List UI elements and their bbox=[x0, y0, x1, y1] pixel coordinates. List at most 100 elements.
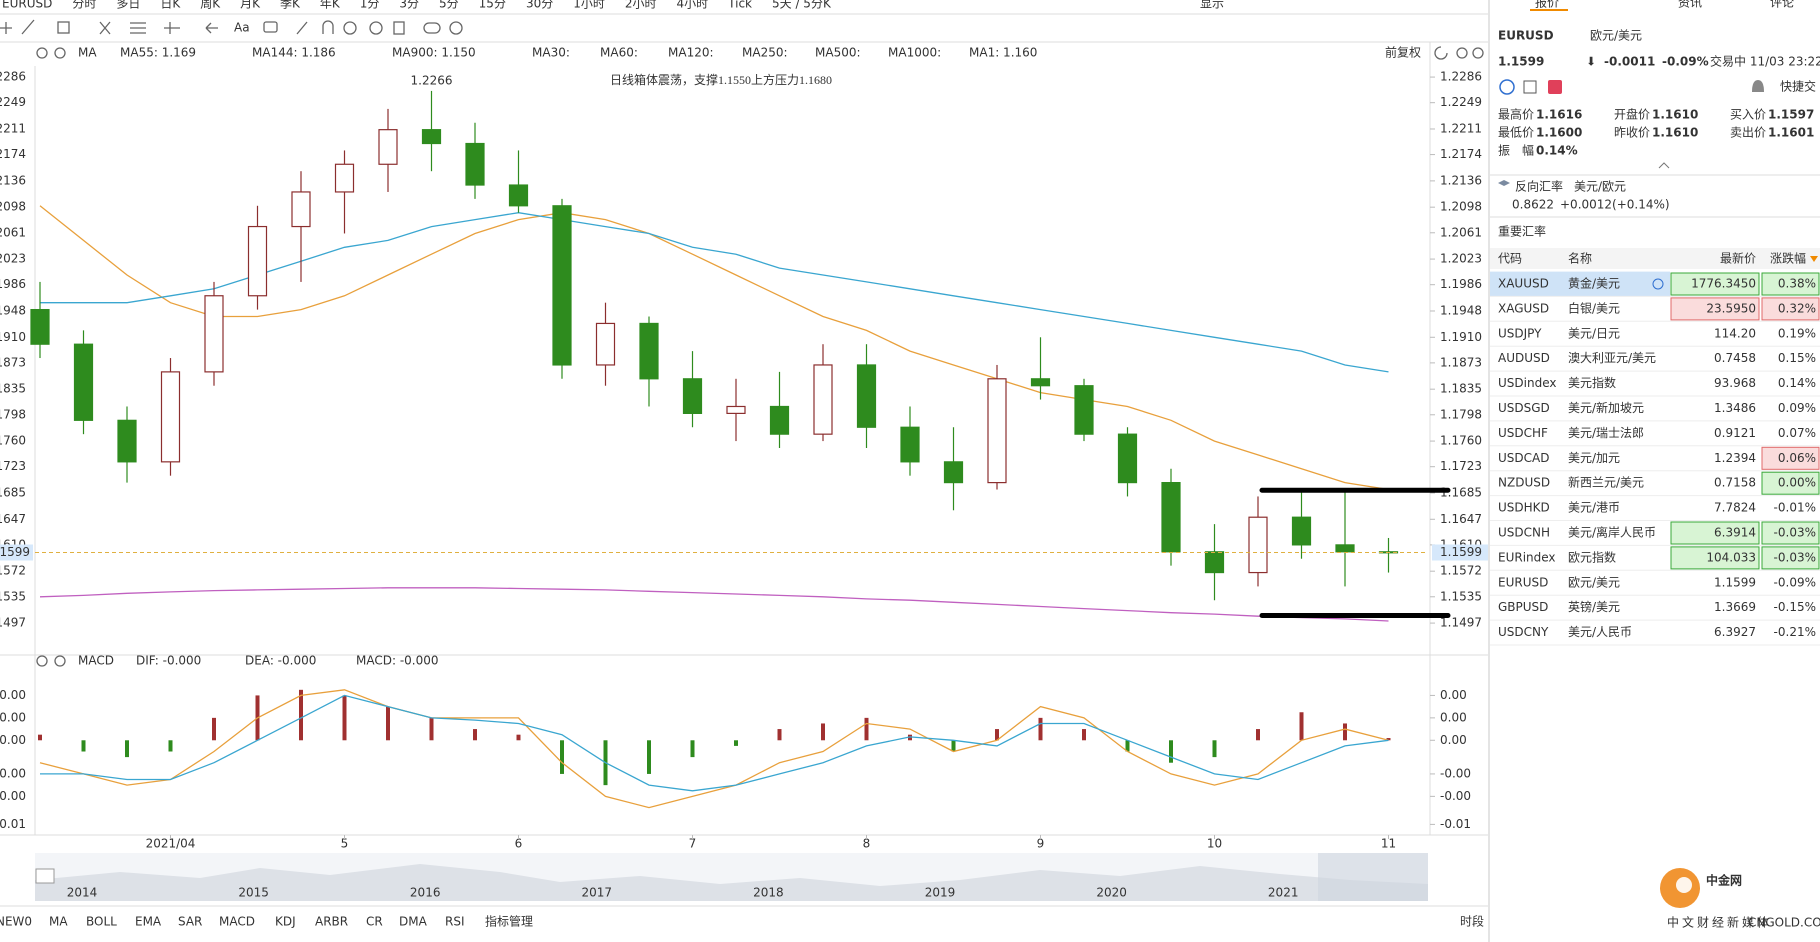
menu-item[interactable]: 月K bbox=[240, 0, 261, 11]
rate-code[interactable]: NZDUSD bbox=[1498, 476, 1550, 490]
menu-item[interactable]: 年K bbox=[320, 0, 341, 11]
note-tool-icon[interactable] bbox=[263, 21, 278, 33]
legend-entry[interactable]: DEA: -0.000 bbox=[245, 654, 316, 668]
menu-item[interactable]: EURUSD bbox=[2, 0, 52, 11]
legend-entry[interactable]: DIF: -0.000 bbox=[136, 654, 201, 668]
legend-entry[interactable]: MA55: 1.169 bbox=[120, 46, 196, 60]
menu-item[interactable]: 日K bbox=[160, 0, 181, 11]
menu-item[interactable]: 3分 bbox=[399, 0, 419, 11]
crosshair-icon[interactable] bbox=[0, 22, 12, 34]
magnet-icon[interactable] bbox=[322, 20, 334, 34]
period-button[interactable]: 时段 bbox=[1460, 914, 1484, 929]
legend-entry[interactable]: MA144: 1.186 bbox=[252, 46, 336, 60]
link-icon[interactable] bbox=[423, 22, 441, 34]
legend-entry[interactable]: MACD: -0.000 bbox=[356, 654, 439, 668]
legend-entry[interactable]: MA1: 1.160 bbox=[969, 46, 1037, 60]
indicator-tab[interactable]: ARBR bbox=[315, 915, 348, 929]
indicator-tab[interactable]: SAR bbox=[178, 915, 202, 929]
rate-code[interactable]: XAUUSD bbox=[1498, 277, 1549, 291]
rate-code[interactable]: XAGUSD bbox=[1498, 301, 1549, 315]
indicator-tab[interactable]: CR bbox=[366, 915, 383, 929]
indicator-name[interactable]: MACD bbox=[78, 654, 114, 668]
settings-icon[interactable] bbox=[36, 47, 48, 59]
close-icon[interactable] bbox=[54, 655, 66, 667]
navigator-handle[interactable] bbox=[35, 868, 55, 884]
indicator-tab[interactable]: MA bbox=[49, 915, 68, 929]
menu-item[interactable]: 分时 bbox=[72, 0, 96, 11]
reverse-pair[interactable]: 美元/欧元 bbox=[1574, 180, 1626, 194]
measure-tool-icon[interactable] bbox=[164, 22, 180, 34]
expand-icon[interactable] bbox=[1658, 162, 1670, 169]
menu-item[interactable]: 30分 bbox=[526, 0, 553, 11]
globe-icon[interactable] bbox=[1499, 79, 1515, 95]
reset-icon[interactable] bbox=[1434, 46, 1448, 60]
menu-item[interactable]: 显示 bbox=[1200, 0, 1224, 11]
panel-tab[interactable]: 资讯 bbox=[1678, 0, 1702, 10]
settings-icon[interactable] bbox=[449, 21, 463, 35]
menu-item[interactable]: 季K bbox=[280, 0, 301, 11]
shape-tool-icon[interactable] bbox=[57, 21, 70, 34]
settings-icon[interactable] bbox=[36, 655, 48, 667]
indicator-tab[interactable]: NEW0 bbox=[0, 915, 32, 929]
rate-code[interactable]: USDCNY bbox=[1498, 625, 1549, 639]
hide-icon[interactable] bbox=[369, 21, 383, 35]
indicator-tab[interactable]: 指标管理 bbox=[485, 914, 533, 929]
arrow-tool-icon[interactable] bbox=[205, 22, 218, 34]
quick-trade[interactable]: 快捷交 bbox=[1780, 79, 1816, 94]
indicator-tab[interactable]: BOLL bbox=[86, 915, 117, 929]
rate-code[interactable]: USDHKD bbox=[1498, 501, 1550, 515]
rate-code[interactable]: USDindex bbox=[1498, 376, 1556, 390]
indicator-tab[interactable]: EMA bbox=[135, 915, 162, 929]
menu-item[interactable]: 15分 bbox=[479, 0, 506, 11]
alert-icon[interactable] bbox=[1752, 80, 1764, 92]
legend-entry[interactable]: MA30: bbox=[532, 46, 570, 60]
favorite-icon[interactable] bbox=[1548, 80, 1562, 94]
menu-item[interactable]: 2小时 bbox=[625, 0, 657, 11]
zoom-out-icon[interactable] bbox=[1456, 47, 1468, 59]
hide-icon[interactable] bbox=[54, 47, 66, 59]
menu-item[interactable]: 5天 / 5分K bbox=[772, 0, 832, 11]
rate-code[interactable]: USDCHF bbox=[1498, 426, 1548, 440]
menu-item[interactable]: 周K bbox=[200, 0, 221, 11]
legend-entry[interactable]: MA1000: bbox=[888, 46, 941, 60]
indicator-tab[interactable]: RSI bbox=[445, 915, 465, 929]
legend-entry[interactable]: MA250: bbox=[742, 46, 788, 60]
legend-entry[interactable]: MA60: bbox=[600, 46, 638, 60]
menu-item[interactable]: 多日 bbox=[116, 0, 140, 11]
pen-icon[interactable] bbox=[296, 21, 308, 35]
fib-tool-icon[interactable] bbox=[99, 21, 111, 35]
rate-code[interactable]: GBPUSD bbox=[1498, 600, 1548, 614]
panel-tab[interactable]: 评论 bbox=[1770, 0, 1794, 10]
indicator-tab[interactable]: KDJ bbox=[275, 915, 296, 929]
indicator-name[interactable]: MA bbox=[78, 46, 97, 60]
delete-icon[interactable] bbox=[393, 21, 405, 35]
menu-item[interactable]: 1小时 bbox=[573, 0, 605, 11]
rate-code[interactable]: AUDUSD bbox=[1498, 351, 1550, 365]
indicator-tab[interactable]: DMA bbox=[399, 915, 428, 929]
adjust-mode[interactable]: 前复权 bbox=[1385, 45, 1421, 60]
rate-code[interactable]: USDCAD bbox=[1498, 451, 1549, 465]
navigator-year: 2021 bbox=[1268, 886, 1299, 900]
rate-code[interactable]: EURUSD bbox=[1498, 575, 1548, 589]
menu-item[interactable]: 1分 bbox=[360, 0, 380, 11]
menu-item[interactable]: Tick bbox=[727, 0, 752, 11]
rate-code[interactable]: EURindex bbox=[1498, 550, 1556, 564]
doc-icon[interactable] bbox=[1523, 80, 1537, 94]
rate-code[interactable]: USDSGD bbox=[1498, 401, 1550, 415]
watch-icon[interactable] bbox=[1652, 278, 1664, 290]
panel-tab[interactable]: 报价 bbox=[1535, 0, 1559, 10]
line-tool-icon[interactable] bbox=[21, 19, 35, 35]
navigator-window[interactable] bbox=[1318, 853, 1428, 901]
rate-code[interactable]: USDCNH bbox=[1498, 526, 1550, 540]
eye-icon[interactable] bbox=[343, 21, 357, 35]
legend-entry[interactable]: MA900: 1.150 bbox=[392, 46, 476, 60]
legend-entry[interactable]: MA120: bbox=[668, 46, 714, 60]
menu-item[interactable]: 5分 bbox=[439, 0, 459, 11]
font-tool[interactable]: Aa bbox=[234, 21, 250, 35]
menu-item[interactable]: 4小时 bbox=[677, 0, 709, 11]
zoom-in-icon[interactable] bbox=[1472, 47, 1484, 59]
parallel-tool-icon[interactable] bbox=[130, 22, 146, 34]
legend-entry[interactable]: MA500: bbox=[815, 46, 861, 60]
indicator-tab[interactable]: MACD bbox=[219, 915, 255, 929]
rate-code[interactable]: USDJPY bbox=[1498, 326, 1542, 340]
